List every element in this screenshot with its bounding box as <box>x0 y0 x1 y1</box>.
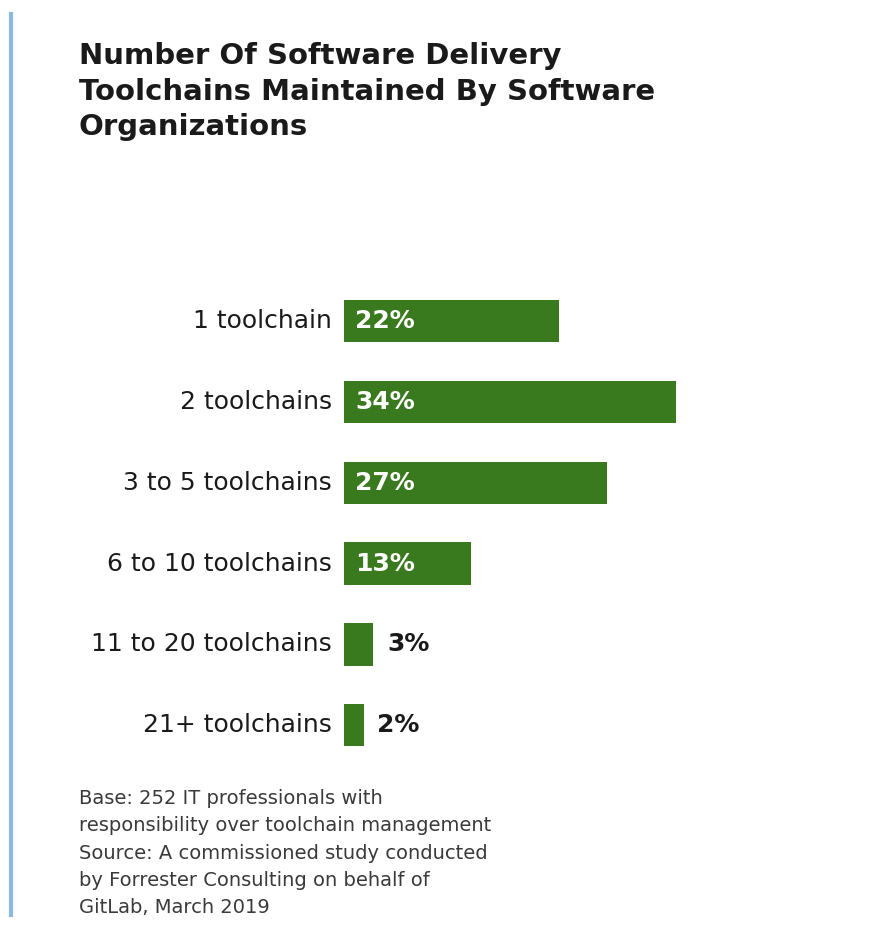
FancyBboxPatch shape <box>344 380 675 423</box>
Text: 2%: 2% <box>378 714 420 738</box>
Text: 13%: 13% <box>356 551 415 575</box>
Text: 21+ toolchains: 21+ toolchains <box>143 714 332 738</box>
Text: Number Of Software Delivery
Toolchains Maintained By Software
Organizations: Number Of Software Delivery Toolchains M… <box>79 42 655 141</box>
FancyBboxPatch shape <box>344 623 373 666</box>
Text: 2 toolchains: 2 toolchains <box>180 389 332 414</box>
Text: 3 to 5 toolchains: 3 to 5 toolchains <box>123 471 332 495</box>
Text: 1 toolchain: 1 toolchain <box>193 308 332 333</box>
Text: 6 to 10 toolchains: 6 to 10 toolchains <box>107 551 332 575</box>
FancyBboxPatch shape <box>344 300 559 342</box>
Text: 22%: 22% <box>356 308 415 333</box>
Text: 34%: 34% <box>356 389 415 414</box>
Text: Base: 252 IT professionals with
responsibility over toolchain management
Source:: Base: 252 IT professionals with responsi… <box>79 789 491 917</box>
Text: 3%: 3% <box>387 632 429 657</box>
FancyBboxPatch shape <box>344 461 607 503</box>
Text: 27%: 27% <box>356 471 415 495</box>
Text: 11 to 20 toolchains: 11 to 20 toolchains <box>91 632 332 657</box>
FancyBboxPatch shape <box>344 543 471 585</box>
FancyBboxPatch shape <box>344 704 364 746</box>
